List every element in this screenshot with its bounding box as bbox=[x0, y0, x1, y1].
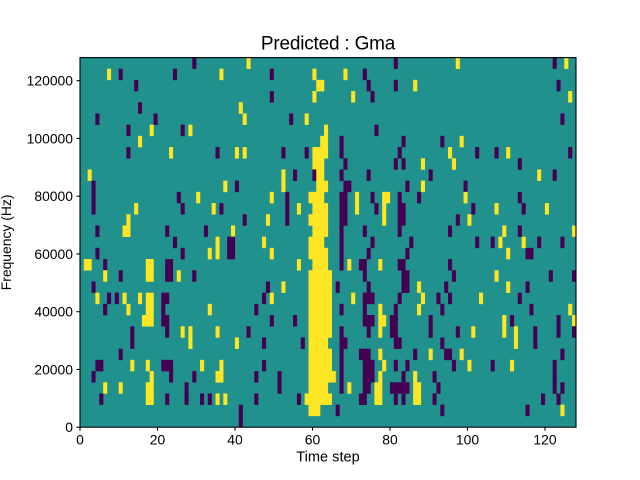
svg-text:0: 0 bbox=[76, 432, 84, 448]
svg-text:120000: 120000 bbox=[27, 73, 74, 89]
svg-text:60: 60 bbox=[305, 432, 321, 448]
svg-text:40000: 40000 bbox=[34, 304, 73, 320]
svg-text:Predicted : Gma: Predicted : Gma bbox=[261, 34, 396, 55]
svg-text:100: 100 bbox=[456, 432, 479, 448]
svg-text:80: 80 bbox=[382, 432, 398, 448]
svg-text:20: 20 bbox=[150, 432, 166, 448]
svg-text:20000: 20000 bbox=[34, 361, 73, 377]
svg-text:80000: 80000 bbox=[34, 188, 73, 204]
svg-text:0: 0 bbox=[65, 419, 73, 435]
svg-text:Time step: Time step bbox=[296, 449, 360, 465]
svg-text:Frequency (Hz): Frequency (Hz) bbox=[0, 195, 14, 291]
svg-text:120: 120 bbox=[533, 432, 556, 448]
svg-text:100000: 100000 bbox=[27, 130, 74, 146]
svg-text:40: 40 bbox=[227, 432, 243, 448]
svg-text:60000: 60000 bbox=[34, 246, 73, 262]
